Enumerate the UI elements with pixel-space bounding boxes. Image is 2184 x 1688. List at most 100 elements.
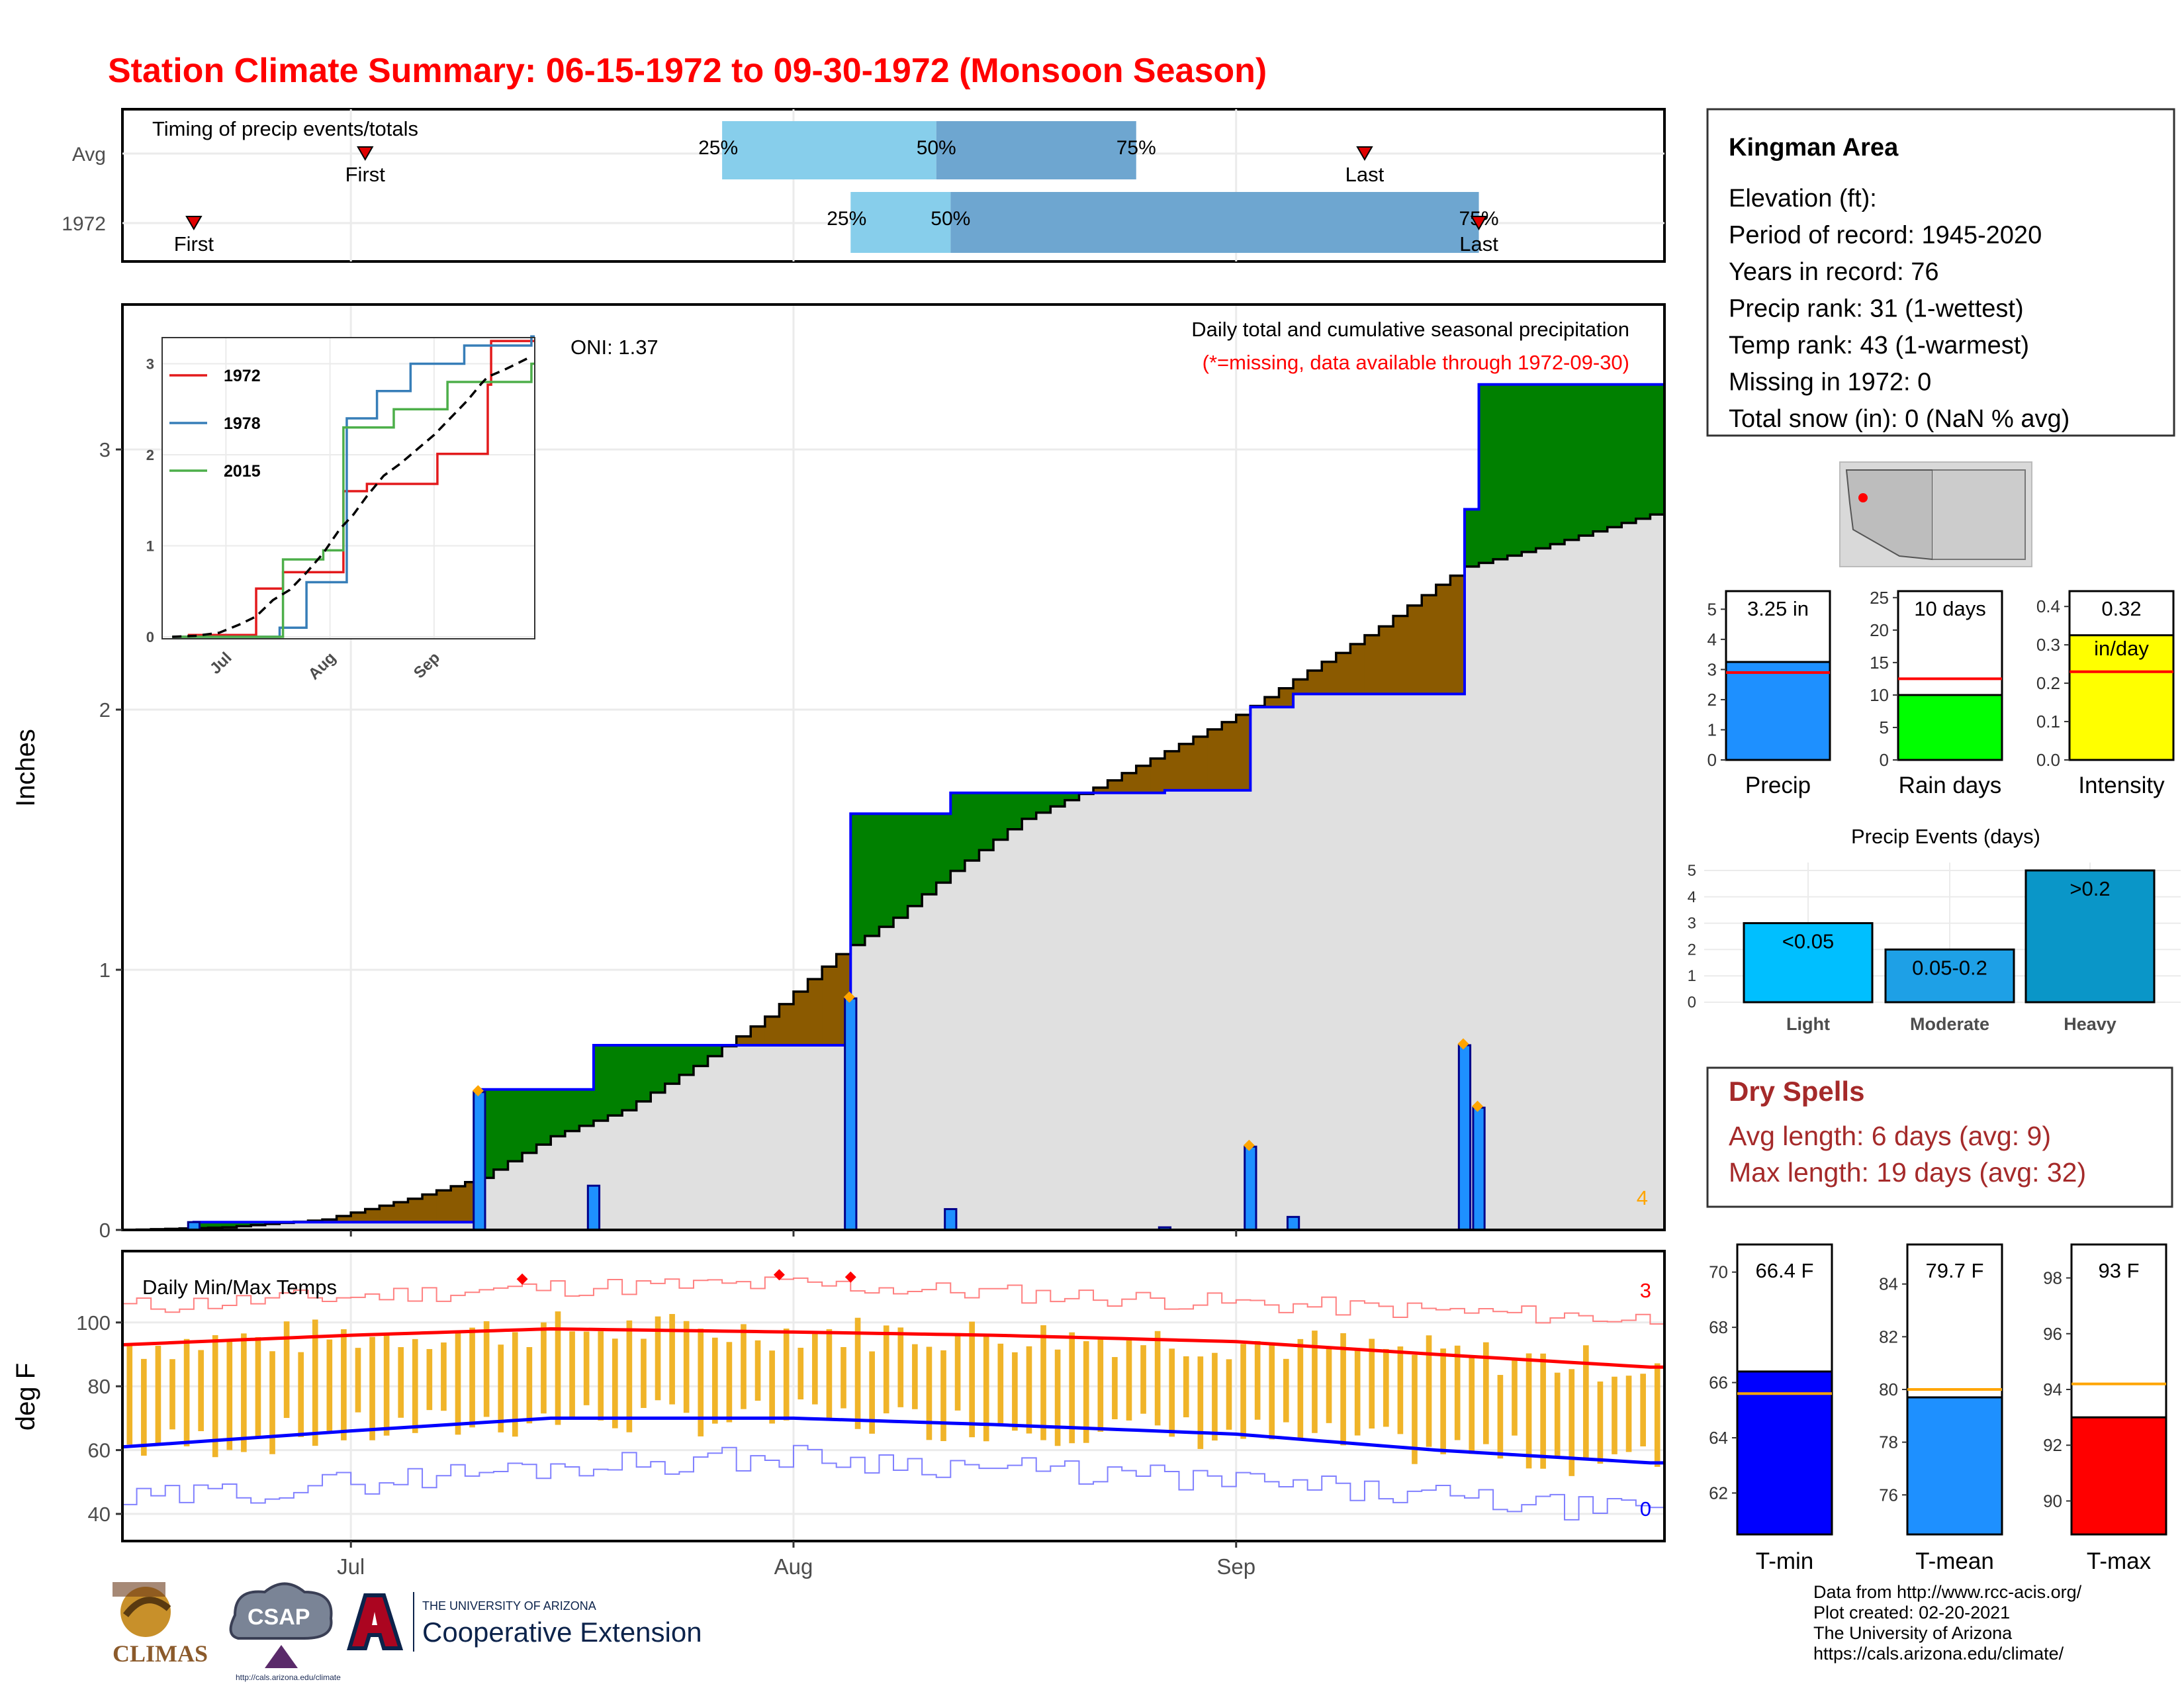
daily-temp-bar: [683, 1321, 690, 1413]
page-title: Station Climate Summary: 06-15-1972 to 0…: [108, 52, 1267, 90]
timing-1972-pct-50: 50%: [931, 208, 970, 230]
daily-temp-bar: [1140, 1345, 1146, 1414]
logo-strip: CLIMAS CSAP http://cals.arizona.edu/clim…: [113, 1582, 702, 1682]
daily-temp-bar: [1612, 1376, 1617, 1454]
temp-bar-ytick-label: 70: [1709, 1262, 1728, 1282]
daily-temp-bar: [754, 1340, 761, 1401]
ua-logo-small-text: THE UNIVERSITY OF ARIZONA: [422, 1599, 596, 1613]
precip-excess-area: [1607, 384, 1622, 528]
temp-bar-ytick-label: 94: [2043, 1380, 2062, 1399]
climas-logo: CLIMAS: [113, 1582, 208, 1667]
daily-temp-bar: [383, 1332, 390, 1436]
temp-bar-label: T-max: [2087, 1548, 2152, 1574]
precip-ytick-label: 2: [99, 698, 111, 722]
precip-excess-area: [864, 814, 880, 936]
daily-temp-bar: [598, 1331, 604, 1421]
precip-excess-area: [651, 1045, 666, 1093]
daily-temp-bar: [826, 1329, 833, 1421]
mini-bar-ytick-label: 0.3: [2036, 635, 2060, 655]
daily-temp-bar: [1240, 1344, 1246, 1439]
daily-temp-bar: [555, 1311, 561, 1425]
daily-temp-bar: [1026, 1346, 1032, 1434]
daily-temp-bar: [1112, 1357, 1118, 1420]
daily-temp-bar: [426, 1348, 433, 1411]
temp-ylabel: deg F: [11, 1363, 40, 1430]
daily-temp-bar: [1469, 1356, 1475, 1454]
mini-bar-ytick-label: 3: [1707, 659, 1717, 679]
mini-bar-value: 10 days: [1914, 597, 1986, 620]
precip-deficit-area: [1179, 743, 1194, 790]
daily-temp-bar: [212, 1335, 218, 1458]
precip-excess-area: [993, 792, 1009, 840]
mini-bar-ytick-label: 20: [1870, 620, 1889, 640]
daily-temp-bar: [698, 1329, 704, 1436]
daily-precip-point: [1243, 1139, 1255, 1151]
precip-events-ytick-label: 2: [1688, 941, 1696, 959]
precip-deficit-area: [751, 1026, 766, 1045]
ua-logo-big-text: Cooperative Extension: [422, 1617, 702, 1648]
daily-temp-bar: [1583, 1345, 1589, 1458]
temp-xtick-label: Jul: [337, 1554, 365, 1579]
precip-deficit-area: [1307, 671, 1322, 694]
mini-bar-precip: [1725, 661, 1831, 761]
timing-1972-first-label: First: [174, 232, 214, 256]
precip-deficit-area: [1150, 758, 1165, 793]
precip-deficit-area: [1207, 729, 1222, 790]
precip-ytick-label: 0: [99, 1219, 111, 1242]
daily-temp-bar: [1354, 1348, 1361, 1436]
daily-temp-bar: [783, 1329, 790, 1421]
timing-avg-last-marker: [1356, 146, 1373, 161]
daily-temp-bar: [1069, 1332, 1075, 1444]
mini-bar-rain-days: [1897, 694, 2003, 761]
precip-excess-area: [1036, 792, 1051, 813]
timing-avg-first-marker: [357, 146, 374, 161]
daily-temp-bar: [398, 1347, 404, 1418]
daily-temp-bar: [1169, 1348, 1175, 1437]
precip-deficit-area: [1450, 575, 1465, 694]
precip-ylabel: Inches: [11, 729, 40, 807]
timing-avg-pct-50: 50%: [917, 137, 956, 159]
inset-ytick-label: 3: [146, 356, 154, 373]
daily-temp-bar: [841, 1346, 846, 1409]
temp-ytick-label: 60: [88, 1439, 111, 1462]
inset-legend-label: 1972: [224, 367, 261, 385]
station-info-line: Period of record: 1945-2020: [1729, 222, 2042, 250]
timing-avg-pct-75: 75%: [1116, 137, 1156, 159]
precip-deficit-area: [1279, 688, 1294, 708]
station-info-line: Elevation (ft):: [1729, 185, 1877, 212]
precip-deficit-area: [779, 1004, 794, 1045]
precip-base-area: [122, 514, 1664, 1230]
daily-temp-bar: [312, 1319, 318, 1446]
daily-temp-bar: [441, 1342, 447, 1411]
daily-temp-bar: [141, 1358, 147, 1456]
timing-1972-first-marker: [185, 216, 203, 230]
precip-deficit-area: [764, 1016, 780, 1045]
precip-excess-area: [251, 1222, 266, 1225]
csap-logo-text: CSAP: [248, 1605, 310, 1630]
precip-panel-frame: [121, 303, 1666, 1231]
daily-temp-bar: [412, 1338, 418, 1433]
precip-excess-area: [1493, 384, 1508, 559]
precip-excess-area: [1479, 384, 1494, 563]
precip-deficit-area: [422, 1194, 437, 1223]
mini-bar-ytick-label: 15: [1870, 653, 1889, 673]
temp-record-low-line: [122, 1444, 1665, 1521]
precip-excess-area: [1564, 384, 1580, 540]
daily-temp-bar: [726, 1342, 733, 1423]
mini-bar-ytick-label: 5: [1880, 718, 1889, 737]
timing-avg-first-label: First: [345, 163, 386, 186]
timing-panel-title: Timing of precip events/totals: [152, 117, 418, 140]
precip-deficit-area: [1407, 605, 1422, 694]
daily-temp-bar: [1554, 1372, 1561, 1456]
record-high-marker: [844, 1271, 856, 1283]
station-box-frame: [1706, 108, 2175, 437]
mini-bar-ytick-label: 25: [1870, 588, 1889, 608]
mini-bar-label: Intensity: [2078, 773, 2165, 798]
precip-deficit-area: [1364, 635, 1380, 694]
precip-events-bar: [1743, 922, 1874, 1004]
daily-temp-bar: [969, 1321, 975, 1438]
daily-temp-bar: [1269, 1342, 1275, 1440]
daily-temp-bar: [283, 1321, 290, 1419]
precip-deficit-area: [1236, 714, 1251, 790]
